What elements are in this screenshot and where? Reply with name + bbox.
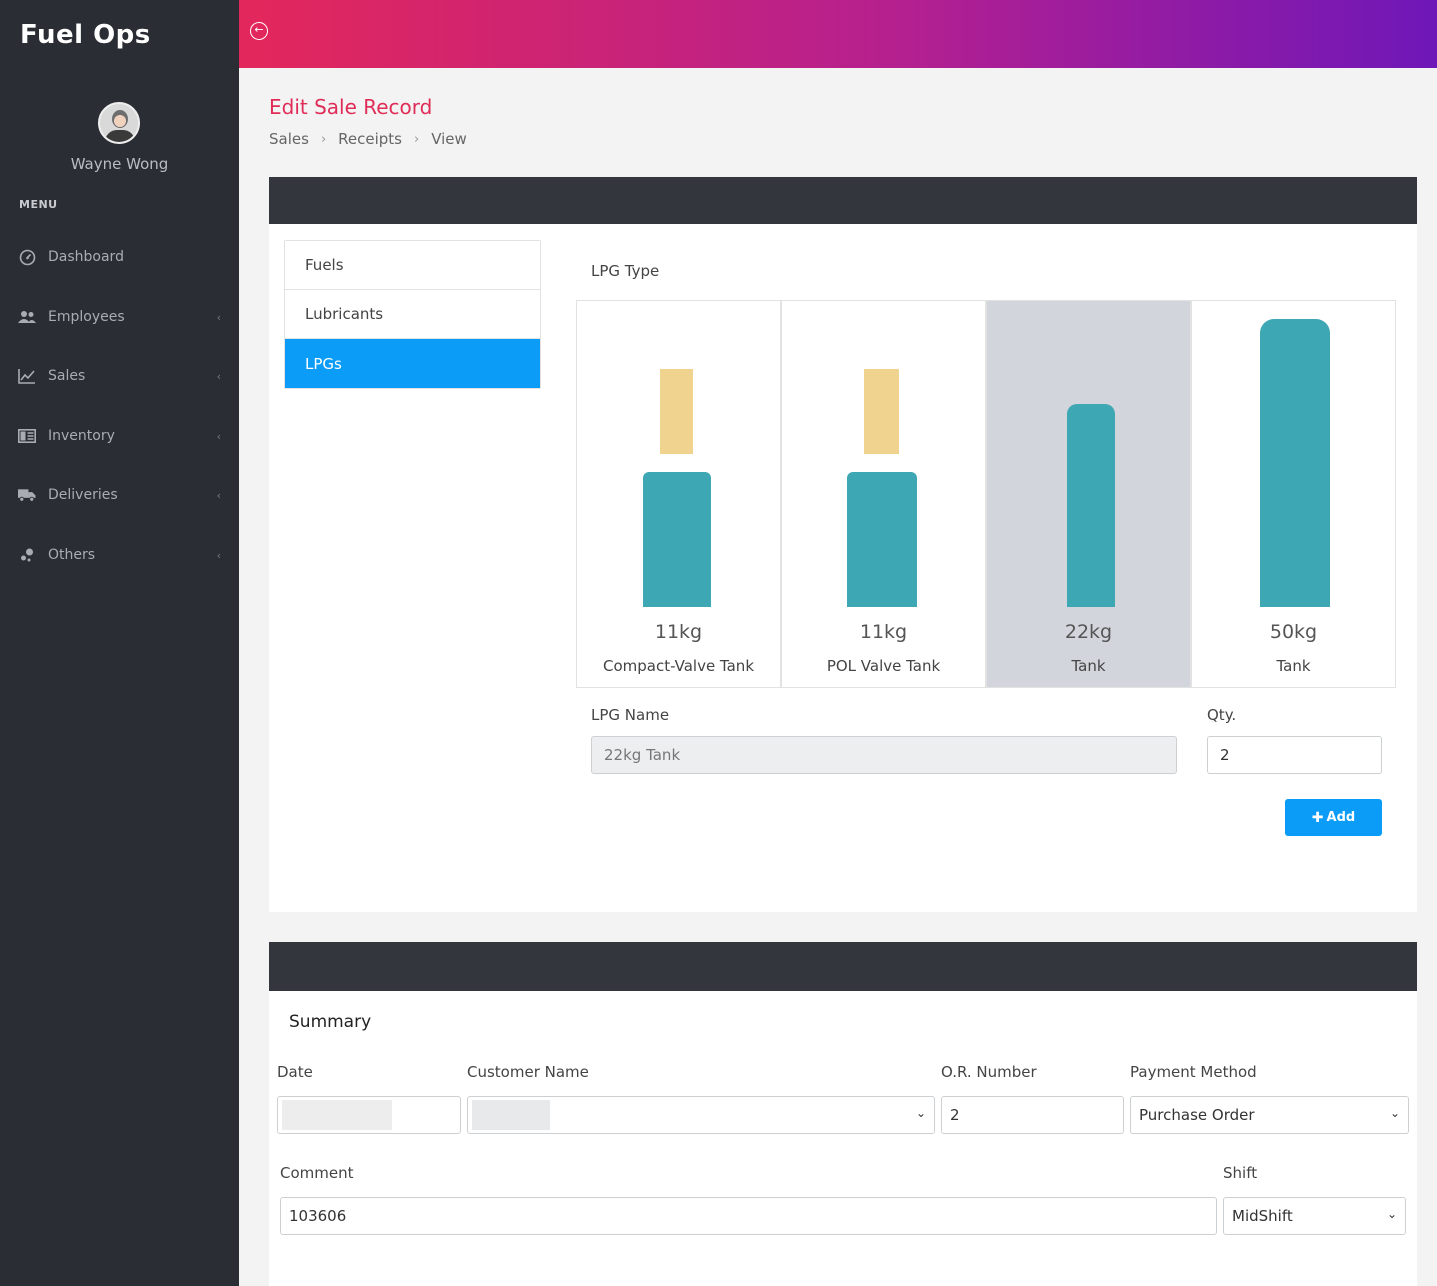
sidebar-item-label: Deliveries xyxy=(48,487,118,503)
customer-select[interactable]: ⌄ xyxy=(467,1096,935,1134)
others-icon xyxy=(18,546,36,564)
lpg-weight: 11kg xyxy=(859,621,908,643)
sidebar-item-employees[interactable]: Employees ‹ xyxy=(0,297,239,337)
breadcrumb-sales[interactable]: Sales xyxy=(269,130,309,148)
chevron-right-icon: › xyxy=(413,131,420,147)
lpg-weight: 50kg xyxy=(1269,621,1318,643)
or-number-value: 2 xyxy=(950,1106,960,1124)
or-number-label: O.R. Number xyxy=(941,1063,1037,1081)
sidebar-item-dashboard[interactable]: Dashboard xyxy=(0,237,239,277)
chart-line-icon xyxy=(18,367,36,385)
summary-title: Summary xyxy=(289,1012,372,1032)
chevron-down-icon: ⌄ xyxy=(915,1106,926,1120)
sidebar-item-label: Sales xyxy=(48,368,86,384)
breadcrumb: Sales › Receipts › View xyxy=(269,130,467,148)
category-list: Fuels Lubricants LPGs xyxy=(284,240,541,389)
sidebar-item-label: Others xyxy=(48,547,96,563)
date-label: Date xyxy=(277,1063,313,1081)
lpg-tile-11kg-pol[interactable]: 11kg POL Valve Tank xyxy=(781,300,986,688)
lpg-tile-50kg[interactable]: 50kg Tank xyxy=(1191,300,1396,688)
brand-logo[interactable]: Fuel Ops xyxy=(20,20,151,50)
lpg-weight: 22kg xyxy=(1064,621,1113,643)
lpg-tank-image xyxy=(997,319,1182,609)
category-lpgs[interactable]: LPGs xyxy=(285,339,540,388)
lpg-tiles: 11kg Compact-Valve Tank 11kg POL Valve T… xyxy=(576,300,1397,688)
avatar[interactable] xyxy=(98,102,140,144)
summary-card: Summary Date Customer Name ⌄ O.R. Number… xyxy=(269,942,1417,1286)
breadcrumb-view: View xyxy=(431,130,467,148)
category-lubricants[interactable]: Lubricants xyxy=(285,290,540,339)
collapse-sidebar-icon[interactable]: ← xyxy=(250,22,268,40)
shift-value: MidShift xyxy=(1232,1207,1293,1225)
chevron-left-icon: ‹ xyxy=(216,369,221,383)
qty-input[interactable] xyxy=(1207,736,1382,774)
page-title: Edit Sale Record xyxy=(269,95,433,119)
dashboard-icon xyxy=(18,248,36,266)
plus-icon: ✚ xyxy=(1311,809,1324,826)
shift-label: Shift xyxy=(1223,1164,1258,1182)
lpg-tank-image xyxy=(587,319,772,609)
menu-label: MENU xyxy=(19,198,58,211)
sidebar-item-deliveries[interactable]: Deliveries ‹ xyxy=(0,475,239,515)
lpg-type-label: LPG Type xyxy=(591,262,660,280)
user-name: Wayne Wong xyxy=(70,155,169,173)
sidebar-item-label: Dashboard xyxy=(48,249,124,265)
date-input[interactable] xyxy=(277,1096,461,1134)
lpg-tile-22kg[interactable]: 22kg Tank xyxy=(986,300,1191,688)
payment-method-select[interactable]: Purchase Order ⌄ xyxy=(1130,1096,1409,1134)
chevron-right-icon: › xyxy=(320,131,327,147)
sidebar-item-others[interactable]: Others ‹ xyxy=(0,535,239,575)
shift-select[interactable]: MidShift ⌄ xyxy=(1223,1197,1406,1235)
comment-input[interactable]: 103606 xyxy=(280,1197,1217,1235)
top-bar: ← xyxy=(239,0,1437,68)
lpg-name: Compact-Valve Tank xyxy=(602,657,755,675)
sidebar-item-label: Inventory xyxy=(48,428,115,444)
users-icon xyxy=(18,308,36,326)
chevron-down-icon: ⌄ xyxy=(1386,1207,1397,1221)
truck-icon xyxy=(18,486,36,504)
comment-value: 103606 xyxy=(289,1207,347,1225)
breadcrumb-receipts[interactable]: Receipts xyxy=(338,130,402,148)
lpg-tile-11kg-compact[interactable]: 11kg Compact-Valve Tank xyxy=(576,300,781,688)
add-button[interactable]: ✚ Add xyxy=(1285,799,1382,836)
lpg-name: Tank xyxy=(1276,657,1311,675)
category-fuels[interactable]: Fuels xyxy=(285,241,540,290)
qty-label: Qty. xyxy=(1207,706,1237,724)
comment-label: Comment xyxy=(280,1164,354,1182)
lpg-name: Tank xyxy=(1071,657,1106,675)
lpg-name: POL Valve Tank xyxy=(826,657,941,675)
inventory-icon xyxy=(18,427,36,445)
sidebar-item-inventory[interactable]: Inventory ‹ xyxy=(0,416,239,456)
sidebar: Fuel Ops Wayne Wong MENU Dashboard Emplo… xyxy=(0,0,239,1286)
or-number-input[interactable]: 2 xyxy=(941,1096,1124,1134)
lpg-name-label: LPG Name xyxy=(591,706,670,724)
customer-label: Customer Name xyxy=(467,1063,589,1081)
chevron-left-icon: ‹ xyxy=(216,310,221,324)
add-button-label: Add xyxy=(1326,810,1356,825)
product-card: Fuels Lubricants LPGs LPG Type 11kg Comp… xyxy=(269,177,1417,912)
lpg-name-input[interactable] xyxy=(591,736,1177,774)
chevron-left-icon: ‹ xyxy=(216,488,221,502)
card-header xyxy=(269,177,1417,224)
sidebar-item-sales[interactable]: Sales ‹ xyxy=(0,356,239,396)
lpg-weight: 11kg xyxy=(654,621,703,643)
lpg-tank-image xyxy=(792,319,977,609)
sidebar-item-label: Employees xyxy=(48,309,125,325)
card-header xyxy=(269,942,1417,991)
lpg-tank-image xyxy=(1202,319,1387,609)
chevron-left-icon: ‹ xyxy=(216,548,221,562)
chevron-left-icon: ‹ xyxy=(216,429,221,443)
payment-method-label: Payment Method xyxy=(1130,1063,1257,1081)
chevron-down-icon: ⌄ xyxy=(1389,1106,1400,1120)
payment-method-value: Purchase Order xyxy=(1139,1106,1255,1124)
